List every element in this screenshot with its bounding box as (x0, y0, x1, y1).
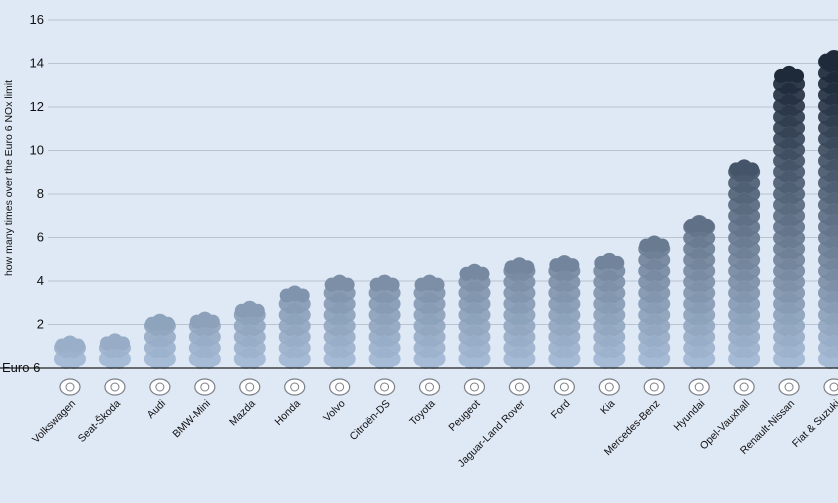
fiat-suzuki-logo-icon (823, 378, 838, 396)
category-label-seat-skoda: Seat-Škoda (75, 397, 123, 445)
kia-logo-icon (598, 378, 620, 396)
seat-skoda-logo-icon (104, 378, 126, 396)
bar-fiat-suzuki (818, 50, 838, 369)
category-label-bmw-mini: BMW-Mini (170, 398, 213, 441)
brand-logos (59, 378, 838, 396)
volvo-logo-icon (329, 378, 351, 396)
mercedes-benz-logo-icon (643, 378, 665, 396)
y-tick-label-14: 14 (30, 56, 44, 71)
bar-citroen-ds (368, 274, 401, 369)
citroen-ds-logo-icon (373, 378, 396, 396)
y-tick-label-16: 16 (30, 12, 44, 27)
category-label-kia: Kia (598, 398, 617, 417)
bar-peugeot (458, 263, 491, 369)
bars (54, 50, 838, 369)
y-axis-ticks: 2 4 6 8 10 12 14 16 (30, 12, 44, 332)
bar-opel-vauxhall (728, 159, 761, 369)
bar-volkswagen (54, 335, 86, 369)
renault-nissan-logo-icon (778, 378, 800, 396)
category-label-mazda: Mazda (227, 398, 258, 429)
category-label-honda: Honda (272, 398, 302, 428)
y-tick-label-12: 12 (30, 99, 44, 114)
category-label-peugeot: Peugeot (446, 398, 482, 434)
bar-renault-nissan (773, 65, 806, 369)
category-label-volvo: Volvo (321, 398, 348, 425)
gridlines (48, 19, 838, 325)
category-label-hyundai: Hyundai (672, 398, 708, 434)
category-label-citroen-ds: Citroën-DS (347, 398, 392, 443)
bar-bmw-mini (188, 311, 221, 369)
bar-seat-skoda (98, 333, 131, 369)
honda-logo-icon (284, 378, 306, 396)
y-tick-label-10: 10 (30, 143, 44, 158)
category-label-ford: Ford (549, 398, 573, 422)
bar-mazda (233, 300, 266, 369)
category-label-toyota: Toyota (407, 398, 437, 428)
bar-volvo (323, 274, 356, 369)
peugeot-logo-icon (463, 378, 486, 396)
category-label-fiat-suzuki: Fiat & Suzuki (790, 398, 838, 450)
bar-kia (593, 252, 626, 369)
bar-mercedes-benz (638, 235, 671, 369)
y-axis-label: how many times over the Euro 6 NOx limit (3, 80, 15, 276)
y-tick-label-6: 6 (37, 230, 44, 245)
volkswagen-logo-icon (59, 378, 81, 396)
bar-hyundai (683, 215, 716, 369)
y-tick-label-8: 8 (37, 186, 44, 201)
bar-honda (278, 285, 311, 369)
ford-logo-icon (553, 378, 575, 396)
hyundai-logo-icon (688, 378, 710, 396)
euro6-baseline-label: Euro 6 (2, 360, 40, 375)
mazda-logo-icon (239, 378, 261, 396)
bar-toyota (413, 274, 446, 369)
bar-audi (143, 313, 176, 369)
bar-jaguar-land-rover (503, 257, 536, 369)
bar-ford (548, 255, 581, 369)
opel-vauxhall-logo-icon (733, 378, 755, 396)
toyota-logo-icon (418, 378, 441, 396)
jaguar-land-rover-logo-icon (508, 378, 531, 396)
category-label-volkswagen: Volkswagen (30, 398, 78, 446)
bmw-mini-logo-icon (194, 378, 216, 396)
category-label-audi: Audi (145, 398, 168, 421)
y-tick-label-2: 2 (37, 317, 44, 332)
audi-logo-icon (149, 378, 171, 396)
y-tick-label-4: 4 (37, 273, 44, 288)
